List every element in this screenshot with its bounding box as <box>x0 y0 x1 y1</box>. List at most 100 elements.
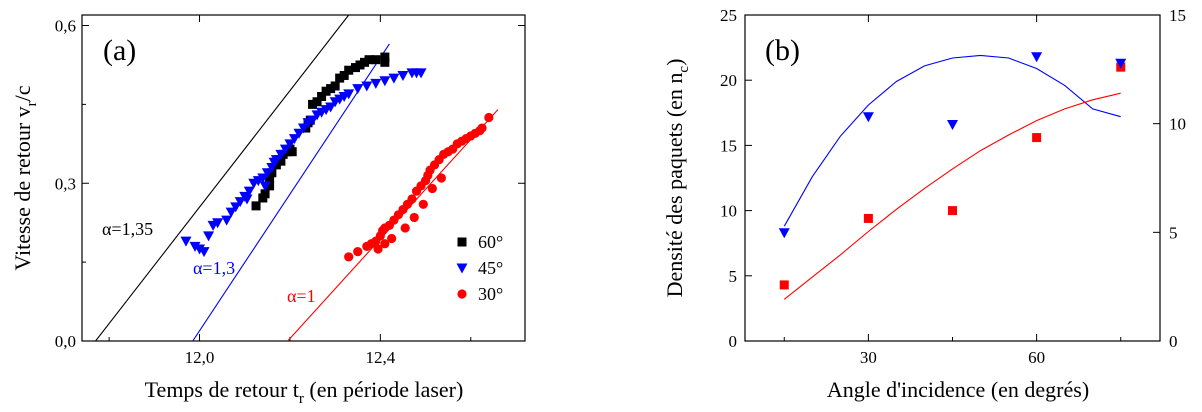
data-point-a <box>276 156 286 166</box>
data-point-a <box>265 173 275 183</box>
data-point-a <box>225 207 237 218</box>
legend-marker-a <box>456 263 468 274</box>
x-tick-label-b: 30 <box>860 348 877 367</box>
fit-line-a <box>95 15 350 341</box>
data-point-a <box>321 86 331 96</box>
plot-frame-a <box>81 14 526 342</box>
data-point-a <box>257 173 269 184</box>
data-point-a <box>352 84 364 95</box>
data-point-a <box>477 123 487 133</box>
data-point-a <box>373 244 383 254</box>
y-tick-label-right-b: 10 <box>1169 115 1186 134</box>
data-point-a <box>484 112 494 123</box>
panel-label-a: (a) <box>103 34 136 67</box>
data-point-a <box>288 134 300 145</box>
data-point-a <box>212 218 224 229</box>
x-tick-label-b: 60 <box>1028 348 1045 367</box>
data-point-a <box>427 183 437 194</box>
fit-line-a <box>192 43 390 341</box>
chart-b: 30 60 0 5 10 15 20 25 0 5 10 15 (b) Angle d'inciden… <box>662 6 1186 402</box>
y-tick-label-left-b: 10 <box>720 202 737 221</box>
data-point-a <box>361 81 373 92</box>
data-point-a <box>344 65 354 75</box>
data-point-a <box>353 247 363 257</box>
data-point-a <box>312 97 322 107</box>
data-point-a <box>387 233 397 244</box>
legend-label-a: 60° <box>478 232 503 252</box>
data-point-a <box>343 89 355 100</box>
y-tick-label-left-b: 20 <box>720 71 737 90</box>
data-point-a <box>261 168 273 179</box>
x-axis-label-a: Temps de retour tr (en période laser) <box>145 377 464 407</box>
fit-line-label-a: α=1 <box>287 286 316 306</box>
y-tick-label-left-b: 0 <box>729 332 738 351</box>
y-tick-label-left-b: 15 <box>720 136 737 155</box>
data-point-a <box>344 252 354 262</box>
data-point-a <box>298 123 309 134</box>
data-point-a <box>371 55 381 65</box>
data-point-a <box>339 70 349 80</box>
data-point-a <box>189 241 201 252</box>
data-point-a <box>251 201 261 211</box>
data-point-a <box>379 76 391 87</box>
data-point-a <box>260 189 270 199</box>
data-point-a <box>268 157 280 168</box>
data-point-a <box>284 139 296 150</box>
data-point-b <box>947 120 958 131</box>
data-point-a <box>279 144 291 155</box>
data-point-a <box>364 55 374 65</box>
data-point-a <box>436 173 446 183</box>
data-point-b <box>948 206 957 216</box>
legend-label-a: 30° <box>478 284 503 304</box>
data-point-a <box>407 194 417 204</box>
data-point-a <box>418 199 428 209</box>
data-point-a <box>198 247 210 258</box>
fit-curve-b <box>783 92 1121 300</box>
data-point-a <box>230 202 242 213</box>
data-point-a <box>388 73 400 84</box>
data-point-b <box>1031 52 1043 63</box>
data-point-a <box>409 212 419 223</box>
data-point-a <box>380 239 390 249</box>
data-point-b <box>862 112 874 123</box>
data-point-a <box>265 181 275 191</box>
x-tick-label-a: 12,0 <box>185 348 215 367</box>
legend-label-a: 45° <box>478 258 503 278</box>
data-point-a <box>241 194 253 205</box>
data-point-b <box>1032 133 1042 143</box>
data-point-a <box>330 81 340 91</box>
data-point-a <box>275 149 287 160</box>
data-point-a <box>326 84 336 94</box>
data-point-a <box>221 215 233 226</box>
y-tick-label-a: 0,6 <box>55 17 76 36</box>
y-tick-label-right-b: 0 <box>1169 332 1178 351</box>
data-point-a <box>355 60 365 70</box>
fit-line-label-a: α=1,35 <box>102 219 153 239</box>
fit-curve-b <box>783 54 1121 227</box>
data-point-a <box>194 244 206 255</box>
data-point-b <box>779 280 789 290</box>
panel-label-b: (b) <box>765 34 800 67</box>
data-point-a <box>325 102 337 113</box>
x-tick-label-a: 12,4 <box>365 348 395 367</box>
data-point-a <box>203 231 215 242</box>
data-point-a <box>307 115 319 126</box>
data-point-a <box>308 99 318 109</box>
y-tick-label-a: 0,0 <box>55 332 76 351</box>
data-point-a <box>350 63 360 73</box>
data-point-b <box>863 213 873 223</box>
data-point-b <box>1115 58 1127 69</box>
data-point-a <box>400 223 410 233</box>
y-tick-label-right-b: 15 <box>1169 6 1186 25</box>
data-point-b <box>778 228 790 239</box>
legend-a: 60° 45° 30° <box>456 232 503 304</box>
data-point-a <box>287 147 297 157</box>
y-tick-label-a: 0,3 <box>55 174 76 193</box>
legend-marker-a <box>457 237 467 247</box>
data-point-a <box>293 128 305 139</box>
plot-frame-b <box>744 14 1161 342</box>
data-point-a <box>370 78 382 89</box>
data-point-a <box>317 92 327 101</box>
y-tick-label-left-b: 25 <box>720 6 737 25</box>
